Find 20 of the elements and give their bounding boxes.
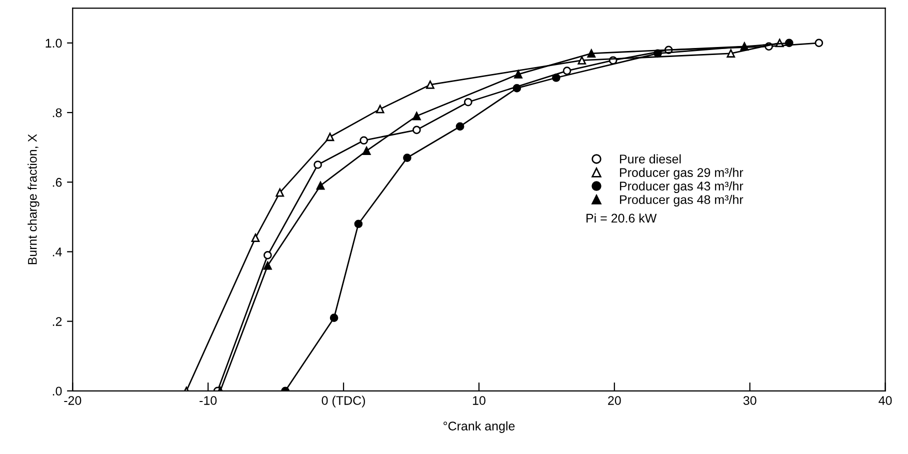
legend-label: Producer gas 29 m³/hr — [620, 168, 744, 180]
annotation: Pi = 20.6 kW — [586, 213, 657, 223]
y-tick-label: .8 — [52, 108, 62, 118]
x-tick-label: 30 — [743, 396, 756, 405]
x-tick-label: -10 — [200, 396, 217, 405]
x-tick-label: 20 — [608, 396, 621, 405]
y-tick-label: .6 — [52, 178, 62, 187]
legend-label: Pure diesel — [620, 154, 681, 164]
legend-label: Producer gas 48 m³/hr — [620, 194, 744, 207]
x-tick-label: -20 — [64, 396, 82, 405]
y-tick-label: .2 — [52, 317, 62, 326]
y-tick-label: 1.0 — [46, 38, 62, 48]
y-axis-title: Burnt charge fraction, X — [28, 134, 40, 264]
legend-label: Producer gas 43 m³/hr — [620, 181, 744, 193]
y-tick-label: .4 — [52, 248, 62, 256]
x-tick-label: 0 (TDC) — [322, 396, 365, 408]
x-axis-title: °Crank angle — [444, 421, 515, 433]
y-tick-label: .0 — [52, 386, 62, 396]
x-tick-label: 10 — [472, 396, 486, 405]
x-tick-label: 40 — [878, 396, 892, 405]
